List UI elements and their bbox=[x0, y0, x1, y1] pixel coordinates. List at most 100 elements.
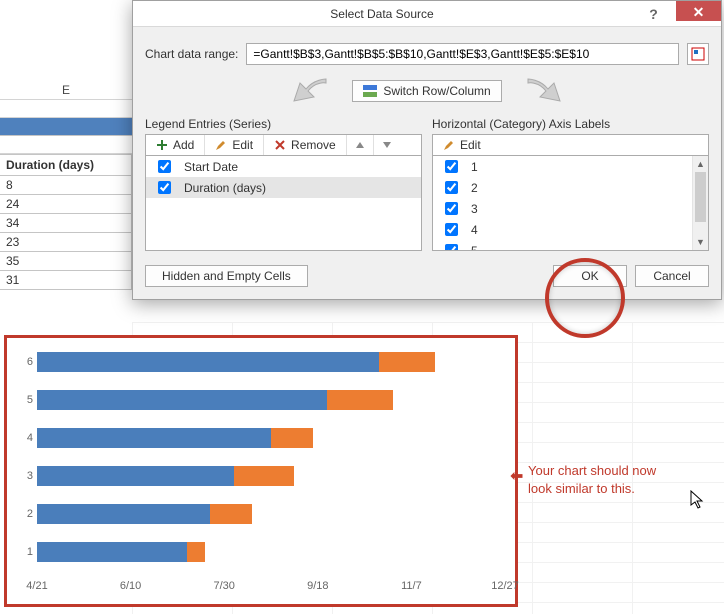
sheet-cell[interactable]: 34 bbox=[0, 214, 132, 233]
sheet-cell[interactable]: 23 bbox=[0, 233, 132, 252]
bar-segment-duration bbox=[234, 466, 295, 486]
bar-row bbox=[37, 504, 505, 524]
remove-icon bbox=[274, 139, 286, 151]
sheet-cell[interactable]: 31 bbox=[0, 271, 132, 290]
series-row[interactable]: Duration (days) bbox=[146, 177, 421, 198]
scroll-down-icon[interactable]: ▼ bbox=[693, 234, 708, 250]
chart-data-range-input[interactable] bbox=[246, 43, 679, 65]
ok-highlight-circle bbox=[545, 258, 625, 338]
bar-segment-start bbox=[37, 542, 187, 562]
bar-segment-duration bbox=[379, 352, 435, 372]
y-label: 2 bbox=[15, 508, 33, 520]
bar-segment-duration bbox=[271, 428, 313, 448]
category-label: 2 bbox=[471, 181, 478, 195]
category-row[interactable]: 2 bbox=[433, 177, 708, 198]
category-row[interactable]: 3 bbox=[433, 198, 708, 219]
x-label: 11/7 bbox=[401, 580, 422, 592]
x-label: 7/30 bbox=[213, 580, 234, 592]
bar-segment-start bbox=[37, 466, 234, 486]
x-label: 6/10 bbox=[120, 580, 141, 592]
legend-title: Legend Entries (Series) bbox=[145, 117, 422, 131]
category-listbox[interactable]: ▲ ▼ 1 2 3 4 5 bbox=[432, 155, 709, 251]
category-checkbox[interactable] bbox=[445, 181, 458, 194]
series-listbox[interactable]: Start Date Duration (days) bbox=[145, 155, 422, 251]
category-label: 4 bbox=[471, 223, 478, 237]
series-checkbox[interactable] bbox=[158, 181, 171, 194]
x-label: 9/18 bbox=[307, 580, 328, 592]
add-series-button[interactable]: Add bbox=[146, 135, 205, 155]
scroll-thumb[interactable] bbox=[695, 172, 706, 222]
add-icon bbox=[156, 139, 168, 151]
legend-entries-pane: Legend Entries (Series) Add Edit Remove bbox=[145, 117, 422, 251]
sheet-cell[interactable]: 24 bbox=[0, 195, 132, 214]
bar-row bbox=[37, 390, 505, 410]
bar-row bbox=[37, 352, 505, 372]
bar-row bbox=[37, 428, 505, 448]
axis-toolbar: Edit bbox=[432, 134, 709, 155]
sheet-cell[interactable]: 8 bbox=[0, 176, 132, 195]
bar-row bbox=[37, 466, 505, 486]
y-label: 6 bbox=[15, 356, 33, 368]
bar-segment-start bbox=[37, 352, 379, 372]
y-label: 3 bbox=[15, 470, 33, 482]
edit-series-button[interactable]: Edit bbox=[205, 135, 264, 155]
series-label: Start Date bbox=[184, 160, 238, 174]
select-data-dialog: Select Data Source ? ✕ Chart data range:… bbox=[132, 0, 722, 300]
legend-toolbar: Add Edit Remove bbox=[145, 134, 422, 155]
bar-segment-duration bbox=[187, 542, 206, 562]
y-label: 1 bbox=[15, 546, 33, 558]
category-checkbox[interactable] bbox=[445, 202, 458, 215]
category-checkbox[interactable] bbox=[445, 160, 458, 173]
axis-labels-pane: Horizontal (Category) Axis Labels Edit ▲… bbox=[432, 117, 709, 251]
up-icon bbox=[355, 140, 365, 150]
sheet-blue-row bbox=[0, 118, 132, 136]
y-label: 4 bbox=[15, 432, 33, 444]
callout-text: ⬅ Your chart should now look similar to … bbox=[528, 462, 656, 497]
series-checkbox[interactable] bbox=[158, 160, 171, 173]
bar-segment-duration bbox=[210, 504, 252, 524]
help-button[interactable]: ? bbox=[631, 4, 676, 24]
edit-icon bbox=[215, 139, 227, 151]
category-checkbox[interactable] bbox=[445, 223, 458, 236]
series-label: Duration (days) bbox=[184, 181, 266, 195]
y-label: 5 bbox=[15, 394, 33, 406]
sheet-cell[interactable]: 35 bbox=[0, 252, 132, 271]
col-letter[interactable]: E bbox=[0, 80, 132, 100]
switch-label: Switch Row/Column bbox=[383, 84, 490, 98]
cursor-icon bbox=[690, 490, 706, 515]
titlebar: Select Data Source ? ✕ bbox=[133, 1, 721, 27]
dialog-title: Select Data Source bbox=[133, 7, 631, 21]
chart-preview-frame: 654321 4/216/107/309/1811/712/27 bbox=[4, 335, 518, 607]
edit-axis-button[interactable]: Edit bbox=[433, 135, 491, 155]
series-row[interactable]: Start Date bbox=[146, 156, 421, 177]
switch-row-column-button[interactable]: Switch Row/Column bbox=[352, 80, 501, 102]
down-icon bbox=[382, 140, 392, 150]
move-up-button[interactable] bbox=[347, 135, 374, 155]
arrow-right-icon bbox=[522, 75, 578, 107]
category-checkbox[interactable] bbox=[445, 244, 458, 251]
category-label: 1 bbox=[471, 160, 478, 174]
category-row[interactable]: 1 bbox=[433, 156, 708, 177]
close-button[interactable]: ✕ bbox=[676, 1, 721, 21]
axis-title: Horizontal (Category) Axis Labels bbox=[432, 117, 709, 131]
callout-arrow-icon: ⬅ bbox=[510, 466, 523, 488]
arrow-left-icon bbox=[276, 75, 332, 107]
remove-series-button[interactable]: Remove bbox=[264, 135, 347, 155]
bar-segment-start bbox=[37, 504, 210, 524]
category-row[interactable]: 5 bbox=[433, 240, 708, 251]
scrollbar[interactable]: ▲ ▼ bbox=[692, 156, 708, 250]
hidden-empty-cells-button[interactable]: Hidden and Empty Cells bbox=[145, 265, 308, 287]
bar-segment-duration bbox=[327, 390, 393, 410]
scroll-up-icon[interactable]: ▲ bbox=[693, 156, 708, 172]
switch-icon bbox=[363, 84, 377, 98]
range-picker-button[interactable] bbox=[687, 43, 709, 65]
category-label: 3 bbox=[471, 202, 478, 216]
bar-segment-start bbox=[37, 428, 271, 448]
cancel-button[interactable]: Cancel bbox=[635, 265, 709, 287]
x-label: 12/27 bbox=[491, 580, 519, 592]
sheet-header-cell[interactable]: Duration (days) bbox=[0, 154, 132, 176]
category-label: 5 bbox=[471, 244, 478, 252]
bar-segment-start bbox=[37, 390, 327, 410]
category-row[interactable]: 4 bbox=[433, 219, 708, 240]
move-down-button[interactable] bbox=[374, 135, 400, 155]
